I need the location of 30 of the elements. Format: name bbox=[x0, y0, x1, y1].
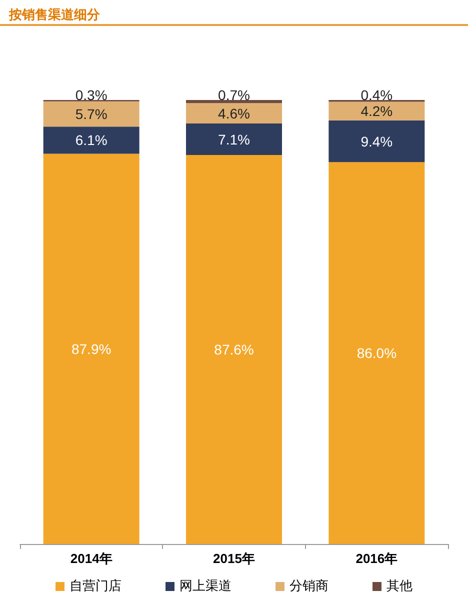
bar bbox=[186, 124, 282, 156]
legend-label: 分销商 bbox=[290, 579, 328, 594]
data-label: 5.7% bbox=[75, 106, 108, 122]
data-label: 0.7% bbox=[218, 87, 250, 103]
bar bbox=[328, 120, 425, 162]
legend-label: 网上渠道 bbox=[180, 579, 232, 594]
data-label: 4.2% bbox=[360, 103, 393, 120]
legend-label: 其他 bbox=[386, 579, 412, 594]
data-label: 4.6% bbox=[218, 105, 250, 122]
chart-title: 按销售渠道细分 bbox=[8, 7, 101, 23]
bar bbox=[328, 162, 425, 544]
bar bbox=[186, 103, 282, 124]
data-label: 87.6% bbox=[214, 342, 254, 358]
data-label: 86.0% bbox=[356, 345, 397, 362]
x-tick-label: 2015年 bbox=[213, 551, 255, 566]
bar bbox=[43, 101, 140, 127]
bar bbox=[328, 102, 425, 120]
data-label: 0.3% bbox=[75, 87, 108, 103]
x-tick-label: 2014年 bbox=[70, 551, 112, 566]
x-tick-label: 2016年 bbox=[356, 551, 398, 566]
bar bbox=[43, 154, 140, 544]
data-label: 7.1% bbox=[218, 131, 250, 148]
data-label: 0.4% bbox=[360, 87, 393, 103]
bar bbox=[43, 126, 140, 154]
bar bbox=[186, 100, 282, 104]
bar bbox=[186, 155, 282, 544]
data-label: 6.1% bbox=[75, 132, 108, 148]
legend-label: 自营门店 bbox=[70, 578, 122, 594]
data-label: 9.4% bbox=[360, 133, 393, 150]
data-label: 87.9% bbox=[71, 340, 112, 357]
